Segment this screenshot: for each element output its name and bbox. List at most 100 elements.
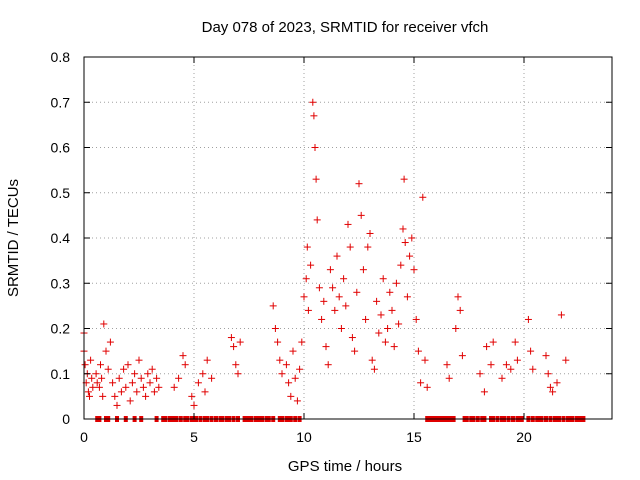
data-point bbox=[111, 392, 119, 400]
data-point bbox=[303, 243, 311, 251]
data-point bbox=[362, 315, 370, 323]
data-point bbox=[388, 306, 396, 314]
data-point bbox=[400, 175, 408, 183]
data-point bbox=[423, 383, 431, 391]
data-point bbox=[109, 379, 117, 387]
data-point bbox=[95, 383, 103, 391]
data-point bbox=[348, 334, 356, 342]
data-point bbox=[291, 374, 299, 382]
data-point bbox=[87, 356, 95, 364]
data-point bbox=[150, 388, 158, 396]
data-point bbox=[135, 356, 143, 364]
data-point bbox=[524, 315, 532, 323]
x-tick-label: 20 bbox=[516, 429, 532, 445]
data-point bbox=[507, 365, 515, 373]
x-tick-label: 0 bbox=[80, 429, 88, 445]
data-point bbox=[106, 338, 114, 346]
data-point bbox=[329, 284, 337, 292]
data-point bbox=[98, 374, 106, 382]
data-point bbox=[278, 370, 286, 378]
data-point bbox=[287, 392, 295, 400]
data-point bbox=[392, 279, 400, 287]
data-point bbox=[142, 392, 150, 400]
data-point bbox=[310, 112, 318, 120]
data-point bbox=[276, 356, 284, 364]
data-point bbox=[93, 379, 101, 387]
data-point bbox=[99, 392, 107, 400]
data-point bbox=[489, 338, 497, 346]
data-point bbox=[553, 379, 561, 387]
x-tick-label: 5 bbox=[190, 429, 198, 445]
data-point bbox=[483, 343, 491, 351]
data-point bbox=[544, 370, 552, 378]
data-point bbox=[333, 252, 341, 260]
data-point bbox=[320, 297, 328, 305]
data-point bbox=[170, 383, 178, 391]
data-point bbox=[403, 293, 411, 301]
data-point bbox=[126, 397, 134, 405]
data-point bbox=[232, 361, 240, 369]
data-point bbox=[282, 361, 290, 369]
x-tick-label: 15 bbox=[406, 429, 422, 445]
data-point bbox=[230, 343, 238, 351]
data-point bbox=[366, 229, 374, 237]
data-point bbox=[417, 379, 425, 387]
data-point bbox=[302, 275, 310, 283]
data-point bbox=[318, 315, 326, 323]
y-tick-label: 0.8 bbox=[51, 49, 71, 65]
data-point bbox=[342, 302, 350, 310]
data-point bbox=[293, 397, 301, 405]
data-point bbox=[346, 243, 354, 251]
data-point bbox=[527, 347, 535, 355]
data-point bbox=[122, 383, 130, 391]
data-point bbox=[379, 275, 387, 283]
data-point bbox=[344, 220, 352, 228]
data-point bbox=[304, 306, 312, 314]
x-tick-label: 10 bbox=[296, 429, 312, 445]
data-point bbox=[397, 261, 405, 269]
data-point bbox=[476, 370, 484, 378]
data-point bbox=[194, 379, 202, 387]
data-point bbox=[487, 361, 495, 369]
y-tick-label: 0.7 bbox=[51, 94, 71, 110]
y-tick-label: 0.3 bbox=[51, 275, 71, 291]
data-point bbox=[148, 365, 156, 373]
data-point bbox=[364, 243, 372, 251]
y-tick-label: 0 bbox=[62, 411, 70, 427]
data-points bbox=[80, 98, 570, 409]
data-point bbox=[181, 361, 189, 369]
data-point bbox=[529, 365, 537, 373]
data-point bbox=[452, 325, 460, 332]
data-point bbox=[370, 365, 378, 373]
data-point bbox=[324, 361, 332, 369]
data-point bbox=[549, 388, 557, 396]
data-point bbox=[408, 234, 416, 242]
data-point bbox=[144, 370, 152, 378]
data-point bbox=[236, 338, 244, 346]
data-point bbox=[208, 374, 216, 382]
data-point bbox=[456, 306, 464, 314]
data-point bbox=[368, 356, 376, 364]
y-tick-label: 0.1 bbox=[51, 366, 71, 382]
data-point bbox=[480, 388, 488, 396]
data-point bbox=[542, 352, 550, 360]
data-point bbox=[399, 225, 407, 233]
y-tick-label: 0.2 bbox=[51, 321, 71, 337]
data-point bbox=[92, 370, 100, 378]
data-point bbox=[381, 338, 389, 346]
data-point bbox=[443, 361, 451, 369]
data-point bbox=[153, 374, 161, 382]
data-point bbox=[557, 311, 565, 319]
data-point bbox=[120, 365, 128, 373]
y-tick-label: 0.6 bbox=[51, 140, 71, 156]
data-point bbox=[100, 320, 108, 328]
data-point bbox=[498, 374, 506, 382]
data-point bbox=[419, 193, 427, 201]
data-point bbox=[373, 297, 381, 305]
data-point bbox=[454, 293, 462, 301]
data-point bbox=[227, 334, 235, 342]
data-point bbox=[188, 392, 196, 400]
data-point bbox=[331, 306, 339, 314]
data-point bbox=[337, 325, 345, 332]
y-tick-label: 0.4 bbox=[51, 230, 71, 246]
